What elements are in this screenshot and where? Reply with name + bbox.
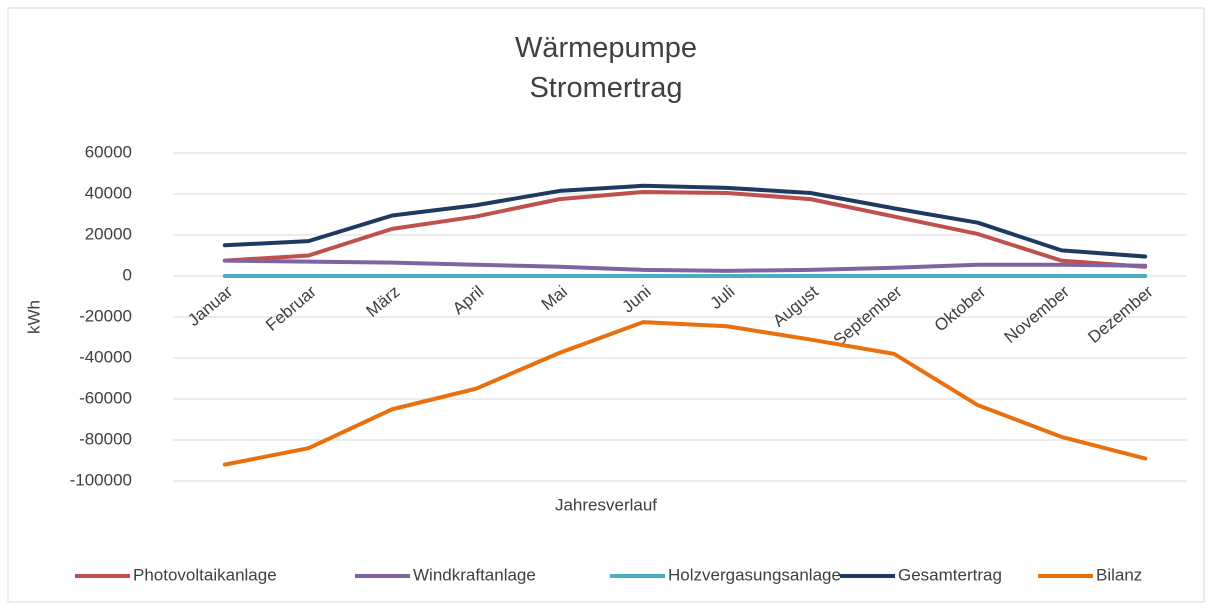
y-axis-title: kWh: [24, 300, 43, 334]
chart-title: Wärmepumpe Stromertrag: [514, 32, 698, 104]
y-tick-label: 40000: [85, 183, 132, 202]
y-tick-label: -40000: [79, 347, 132, 366]
legend-label: Gesamtertrag: [898, 565, 1002, 584]
legend-label: Bilanz: [1096, 565, 1142, 584]
legend-label: Holzvergasungsanlage: [668, 565, 841, 584]
series-line: [222, 258, 1148, 273]
chart-border: [7, 7, 1205, 603]
y-tick-label: -60000: [79, 388, 132, 407]
y-tick-label: 60000: [85, 142, 132, 161]
legend-label: Photovoltaikanlage: [133, 565, 277, 584]
x-axis-title: Jahresverlauf: [555, 495, 657, 514]
y-tick-label: 0: [123, 265, 132, 284]
series-line: [222, 189, 1148, 269]
y-tick-label: -100000: [70, 470, 132, 489]
series-line: [222, 320, 1148, 467]
y-tick-label: -80000: [79, 429, 132, 448]
series-line: [222, 183, 1148, 259]
legend-label: Windkraftanlage: [413, 565, 536, 584]
y-tick-label: -20000: [79, 306, 132, 325]
y-tick-label: 20000: [85, 224, 132, 243]
